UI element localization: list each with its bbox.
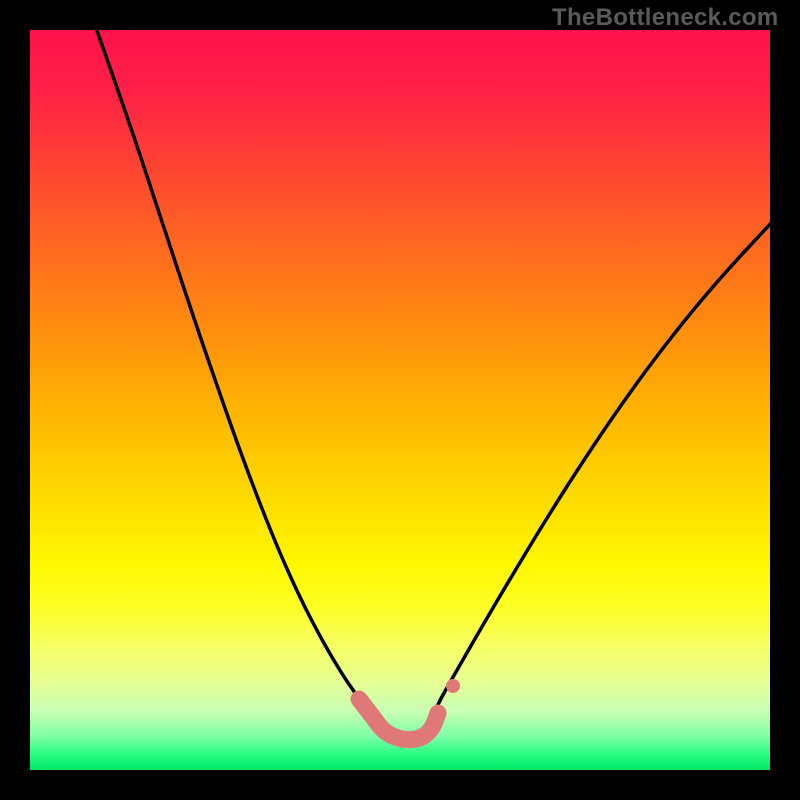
marker-dot [446,679,460,693]
frame: TheBottleneck.com [0,0,800,800]
gradient-background [30,30,770,770]
watermark-text: TheBottleneck.com [552,4,778,32]
curve-layer [30,30,770,770]
plot-area [30,30,770,770]
